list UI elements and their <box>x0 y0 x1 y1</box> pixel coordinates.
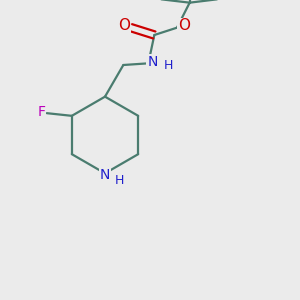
Text: O: O <box>178 19 190 34</box>
Text: O: O <box>118 18 130 33</box>
Text: H: H <box>115 174 124 187</box>
Text: F: F <box>38 106 46 119</box>
Text: H: H <box>163 59 173 73</box>
Text: N: N <box>100 168 110 182</box>
Text: N: N <box>147 55 158 69</box>
